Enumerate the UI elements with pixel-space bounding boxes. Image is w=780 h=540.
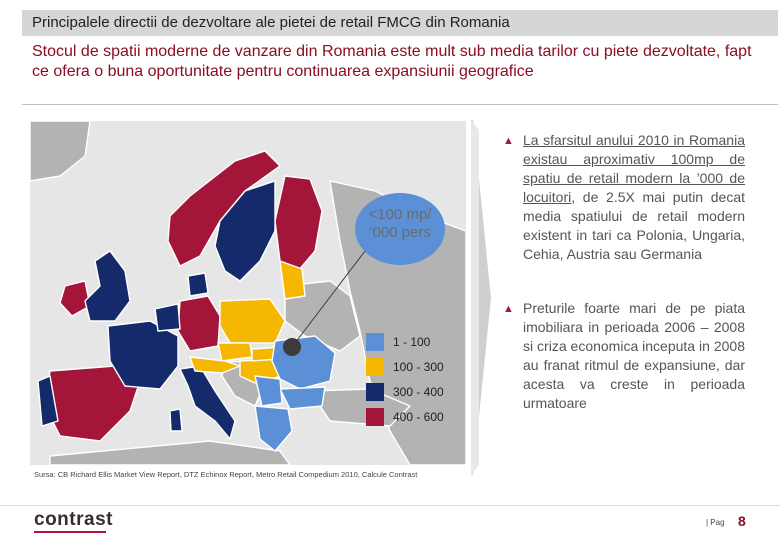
section-title: Principalele directii de dezvoltare ale … (32, 14, 510, 31)
country-portugal (37, 375, 59, 427)
legend-item: 300 - 400 (366, 383, 486, 403)
page-label: | Pag (706, 518, 725, 527)
country-finland (274, 175, 323, 272)
country-baltics (279, 260, 306, 300)
legend-item: 400 - 600 (366, 408, 486, 428)
legend-label: 100 - 300 (393, 360, 444, 374)
country-greece (254, 405, 293, 452)
legend-item: 100 - 300 (366, 358, 486, 378)
bullet-list: ▲ La sfarsitul anului 2010 in Romania ex… (503, 131, 745, 413)
logo-underline (34, 531, 106, 533)
contrast-logo: contrast (34, 509, 113, 531)
legend-swatch (366, 383, 384, 401)
slide-headline: Stocul de spatii moderne de vanzare din … (32, 43, 752, 80)
country-czech (217, 342, 253, 362)
section-title-bar: Principalele directii de dezvoltare ale … (22, 10, 778, 36)
country-france (107, 320, 179, 390)
country-bulgaria (279, 386, 326, 410)
legend-swatch (366, 333, 384, 351)
page-number: 8 (738, 513, 746, 529)
country-poland (219, 298, 286, 344)
country-greenland-iceland (30, 121, 91, 182)
bullet-item-1: ▲ La sfarsitul anului 2010 in Romania ex… (503, 131, 745, 264)
country-uk (84, 250, 131, 322)
headline-divider (22, 104, 778, 105)
country-germany (177, 295, 221, 352)
country-serbia (254, 375, 283, 407)
triangle-bullet-icon: ▲ (503, 303, 514, 315)
country-sweden (214, 180, 276, 282)
legend-label: 1 - 100 (393, 335, 431, 349)
country-denmark (187, 272, 209, 297)
country-italy (179, 365, 236, 440)
map-source-note: Sursa: CB Richard Ellis Market View Repo… (34, 470, 418, 479)
callout-pointer (291, 250, 366, 348)
romania-marker (283, 338, 301, 356)
country-ireland (59, 280, 91, 317)
bullet-item-2: ▲ Preturile foarte mari de pe piata imob… (503, 299, 745, 413)
country-belgium-nl (154, 303, 181, 332)
country-belarus-ukraine (284, 280, 361, 352)
legend-item: 1 - 100 (366, 333, 486, 353)
chevron-divider (471, 120, 491, 475)
footer-divider (0, 505, 780, 506)
country-turkey (309, 388, 411, 427)
logo-text: contrast (34, 509, 113, 530)
legend-swatch (366, 358, 384, 376)
map-callout-text: <100 mp/ ’000 pers (368, 206, 432, 241)
triangle-bullet-icon: ▲ (503, 135, 514, 147)
country-north-africa (49, 440, 291, 465)
bullet-text: , de 2.5X mai putin decat media spatiulu… (523, 189, 745, 262)
legend-swatch (366, 408, 384, 426)
callout-bubble (355, 193, 445, 265)
legend-label: 400 - 600 (393, 410, 444, 424)
bullet-text-underlined: La sfarsitul anului 2010 in Romania exis… (523, 132, 745, 205)
country-sardinia (169, 408, 183, 432)
country-austria (189, 356, 241, 374)
europe-map-panel: <100 mp/ ’000 pers (30, 121, 466, 465)
legend-label: 300 - 400 (393, 385, 444, 399)
bullet-text: Preturile foarte mari de pe piata imobil… (523, 300, 745, 411)
europe-map (30, 121, 466, 465)
